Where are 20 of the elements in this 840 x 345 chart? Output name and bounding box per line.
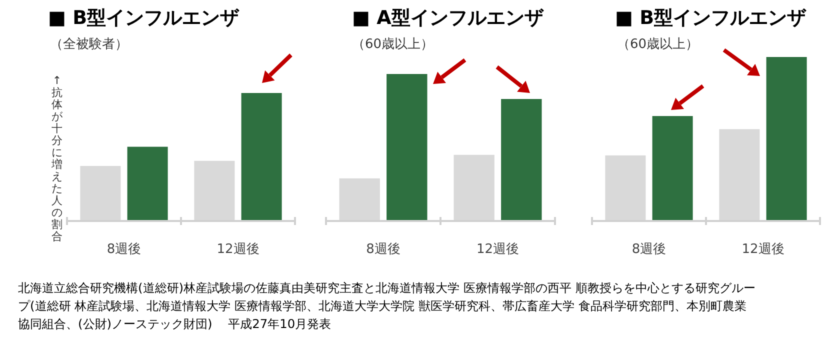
bar [241, 93, 282, 221]
chart-subtitle: （全被験者） [50, 37, 128, 52]
bar [652, 116, 693, 221]
bar [386, 74, 428, 221]
text: 北海道立総合研究機構(道総研)林産試験場の佐藤真由美研究主査と北海道情報大学 医療情報学部の西平 順教授らを中心とする研究グループ(道総研 林産試験場、北海道情報大学 医療情報学部、北海道大学大学院 獣医学研究科、帯広畜産大学 食品科学研究部門、本別町農業協同組合、(公財)ノーステック財団) 平成27年10月発表 [18, 281, 756, 331]
bar [501, 98, 542, 221]
bar [766, 57, 807, 221]
x-tick-label: 12週後 [216, 242, 260, 257]
x-tick-label: 8週後 [632, 242, 666, 257]
text: ↑抗体が十分に増えた人の割合 [52, 74, 62, 243]
chart-title: ■ B型インフルエンザ [615, 7, 808, 29]
bar [127, 146, 168, 221]
chart-subtitle: （60歳以上） [352, 37, 434, 52]
x-tick-label: 12週後 [742, 242, 784, 257]
chart-title: ■ A型インフルエンザ [352, 7, 544, 29]
chart-title: ■ B型インフルエンザ [48, 7, 240, 29]
x-tick-label: 8週後 [366, 242, 400, 257]
chart-subtitle: （60歳以上） [617, 37, 699, 52]
x-tick-label: 8週後 [106, 242, 142, 257]
x-tick-label: 12週後 [476, 242, 520, 257]
